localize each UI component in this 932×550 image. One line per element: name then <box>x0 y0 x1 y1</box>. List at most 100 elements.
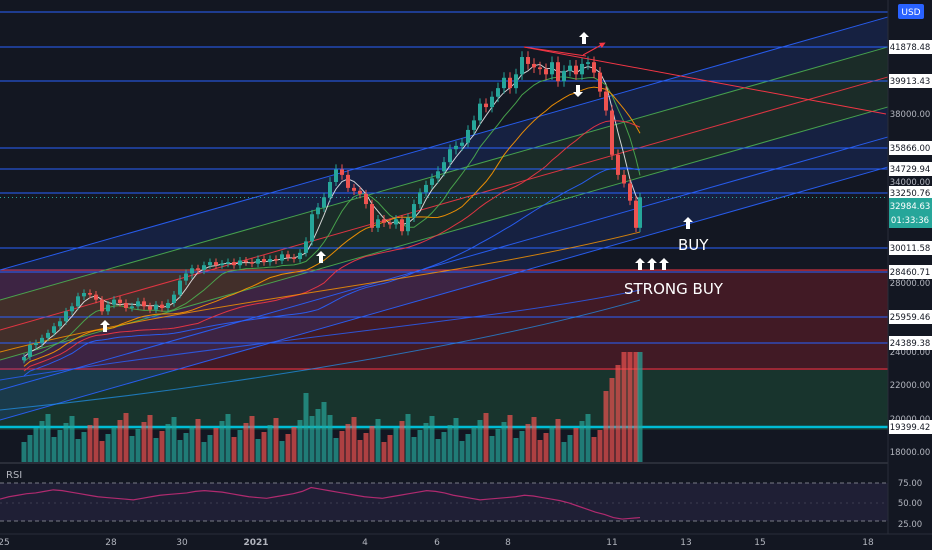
candle[interactable] <box>352 187 356 191</box>
candle[interactable] <box>22 356 26 361</box>
candle[interactable] <box>280 254 284 261</box>
candle[interactable] <box>238 260 242 266</box>
candle[interactable] <box>634 200 638 228</box>
candle[interactable] <box>424 184 428 193</box>
candle[interactable] <box>562 70 566 82</box>
candle[interactable] <box>478 103 482 121</box>
candle[interactable] <box>82 292 86 297</box>
candle[interactable] <box>580 63 584 75</box>
rsi-pane[interactable] <box>0 464 888 534</box>
candle[interactable] <box>268 259 272 263</box>
candle[interactable] <box>274 259 278 261</box>
candle[interactable] <box>568 65 572 71</box>
candle[interactable] <box>586 62 590 64</box>
candle[interactable] <box>400 219 404 232</box>
candle[interactable] <box>622 174 626 184</box>
candle[interactable] <box>94 294 98 300</box>
candles[interactable] <box>22 51 642 364</box>
candle[interactable] <box>40 337 44 343</box>
candle[interactable] <box>388 222 392 225</box>
candle[interactable] <box>310 214 314 242</box>
candle[interactable] <box>106 304 110 312</box>
candle[interactable] <box>544 69 548 75</box>
currency-badge[interactable] <box>898 4 924 19</box>
candle[interactable] <box>598 72 602 92</box>
candle[interactable] <box>118 299 122 303</box>
candle[interactable] <box>556 62 560 82</box>
candle[interactable] <box>76 296 80 307</box>
candle[interactable] <box>190 268 194 274</box>
candle[interactable] <box>46 332 50 338</box>
candle[interactable] <box>28 345 32 357</box>
candle[interactable] <box>370 204 374 228</box>
candle[interactable] <box>52 326 56 333</box>
candle[interactable] <box>526 57 530 64</box>
candle[interactable] <box>142 301 146 307</box>
candle[interactable] <box>64 311 68 322</box>
candle[interactable] <box>454 145 458 150</box>
candle[interactable] <box>460 142 464 146</box>
candle[interactable] <box>136 301 140 307</box>
candle[interactable] <box>430 178 434 185</box>
candle[interactable] <box>532 63 536 68</box>
candle[interactable] <box>340 169 344 175</box>
candle[interactable] <box>538 67 542 70</box>
candle[interactable] <box>250 262 254 264</box>
candle[interactable] <box>298 252 302 260</box>
candle[interactable] <box>628 183 632 201</box>
candle[interactable] <box>154 304 158 310</box>
candle[interactable] <box>202 265 206 270</box>
candle[interactable] <box>208 262 212 266</box>
candle[interactable] <box>484 103 488 108</box>
candle[interactable] <box>244 260 248 263</box>
candle[interactable] <box>592 62 596 73</box>
candle[interactable] <box>638 197 642 228</box>
candle[interactable] <box>550 62 554 75</box>
candle[interactable] <box>382 219 386 223</box>
candle[interactable] <box>442 162 446 172</box>
candle[interactable] <box>220 263 224 266</box>
candle[interactable] <box>610 110 614 155</box>
candle[interactable] <box>604 91 608 111</box>
candle[interactable] <box>58 321 62 327</box>
time-axis[interactable] <box>0 534 932 550</box>
candle[interactable] <box>184 273 188 281</box>
candle[interactable] <box>100 299 104 312</box>
candle[interactable] <box>316 207 320 215</box>
candle[interactable] <box>226 262 230 264</box>
candle[interactable] <box>256 259 260 264</box>
candle[interactable] <box>196 268 200 270</box>
candle[interactable] <box>520 57 524 75</box>
candle[interactable] <box>70 306 74 312</box>
candle[interactable] <box>448 149 452 163</box>
candle[interactable] <box>160 304 164 308</box>
candle[interactable] <box>376 219 380 228</box>
candle[interactable] <box>112 299 116 305</box>
candle[interactable] <box>124 302 128 308</box>
candle[interactable] <box>502 77 506 89</box>
candle[interactable] <box>286 254 290 258</box>
candle[interactable] <box>178 280 182 295</box>
candle[interactable] <box>334 169 338 182</box>
candle[interactable] <box>322 197 326 208</box>
candle[interactable] <box>214 262 218 266</box>
candle[interactable] <box>328 182 332 198</box>
candle[interactable] <box>364 193 368 205</box>
candle[interactable] <box>574 65 578 75</box>
candle[interactable] <box>418 192 422 205</box>
candle[interactable] <box>34 342 38 346</box>
candle[interactable] <box>616 154 620 175</box>
candle[interactable] <box>172 294 176 303</box>
candle[interactable] <box>490 96 494 108</box>
candle[interactable] <box>304 241 308 253</box>
candle[interactable] <box>148 306 152 310</box>
candle[interactable] <box>496 88 500 97</box>
candle[interactable] <box>508 77 512 89</box>
candle[interactable] <box>166 302 170 308</box>
candle[interactable] <box>292 257 296 260</box>
candle[interactable] <box>406 217 410 232</box>
candle[interactable] <box>130 306 134 308</box>
candle[interactable] <box>412 204 416 218</box>
candle[interactable] <box>472 120 476 130</box>
